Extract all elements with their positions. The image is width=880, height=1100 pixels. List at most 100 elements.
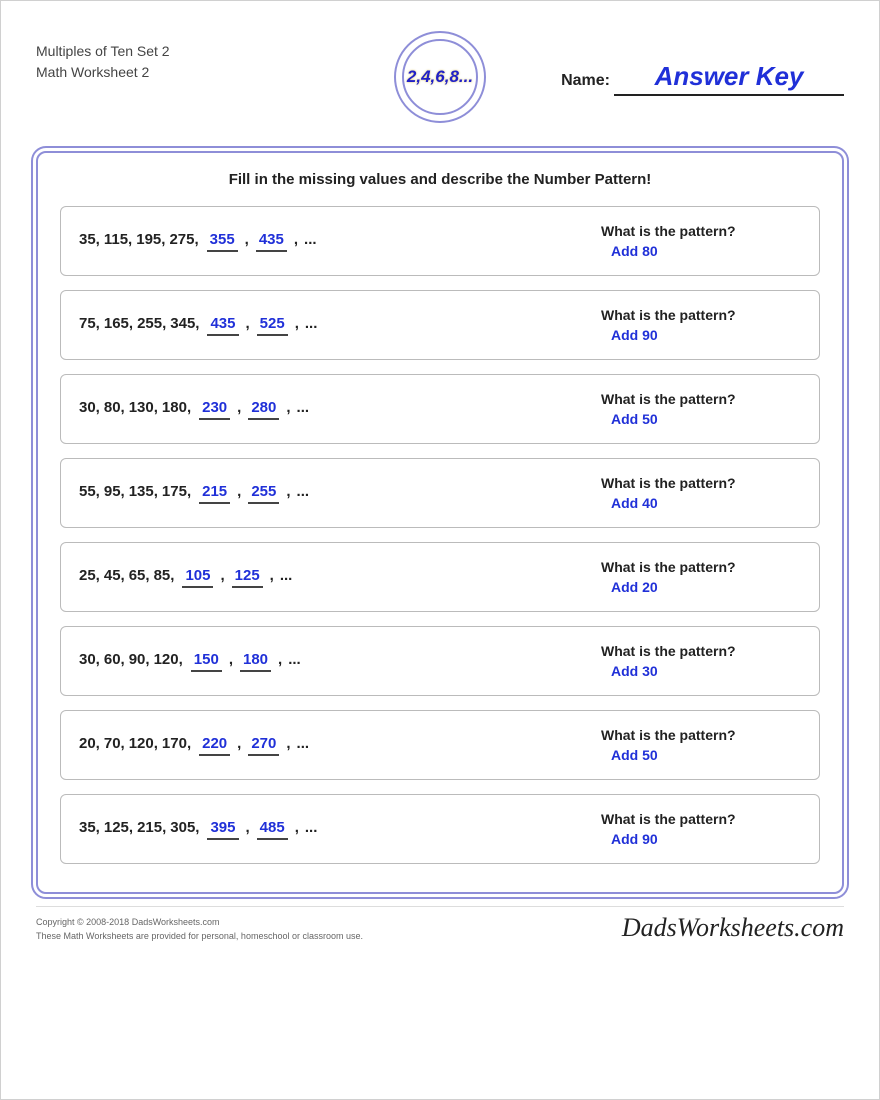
ellipsis: ... [305,315,318,332]
pattern-answer: Add 90 [601,831,801,847]
answer-value: 255 [248,483,279,504]
given-value: 35, [79,819,100,836]
given-value: 135, [129,483,158,500]
pattern-question: What is the pattern? [601,223,801,239]
sequence: 30, 60, 90, 120, 150 , 180 , ... [79,651,591,672]
answer-value: 125 [232,567,263,588]
problem-row: 35, 125, 215, 305, 395 , 485 , ...What i… [60,794,820,864]
given-value: 255, [137,315,166,332]
answer-value: 215 [199,483,230,504]
given-value: 80, [104,399,125,416]
sequence: 20, 70, 120, 170, 220 , 270 , ... [79,735,591,756]
separator: , [294,231,298,248]
given-value: 125, [104,819,133,836]
given-value: 165, [104,315,133,332]
separator: , [237,735,241,752]
answer-value: 485 [257,819,288,840]
copyright-line1: Copyright © 2008-2018 DadsWorksheets.com [36,916,363,930]
pattern-answer: Add 50 [601,747,801,763]
given-value: 345, [170,315,199,332]
given-value: 30, [79,399,100,416]
main-frame: Fill in the missing values and describe … [36,151,844,894]
given-value: 55, [79,483,100,500]
answer-value: 180 [240,651,271,672]
given-value: 215, [137,819,166,836]
worksheet-title-line1: Multiples of Ten Set 2 [36,41,306,62]
separator: , [220,567,224,584]
problem-row: 25, 45, 65, 85, 105 , 125 , ...What is t… [60,542,820,612]
pattern-question: What is the pattern? [601,391,801,407]
problem-row: 30, 80, 130, 180, 230 , 280 , ...What is… [60,374,820,444]
given-value: 60, [104,651,125,668]
pattern-answer: Add 40 [601,495,801,511]
given-value: 85, [154,567,175,584]
badge-text: 2,4,6,8... [402,39,478,115]
given-value: 195, [136,231,165,248]
answer-value: 150 [191,651,222,672]
worksheet-title-line2: Math Worksheet 2 [36,62,306,83]
separator: , [286,735,290,752]
pattern-column: What is the pattern?Add 30 [591,643,801,679]
given-value: 75, [79,315,100,332]
pattern-answer: Add 20 [601,579,801,595]
answer-value: 355 [207,231,238,252]
pattern-answer: Add 30 [601,663,801,679]
separator: , [237,483,241,500]
answer-value: 525 [257,315,288,336]
ellipsis: ... [297,735,310,752]
separator: , [237,399,241,416]
pattern-question: What is the pattern? [601,307,801,323]
pattern-question: What is the pattern? [601,811,801,827]
ellipsis: ... [297,483,310,500]
problem-row: 75, 165, 255, 345, 435 , 525 , ...What i… [60,290,820,360]
separator: , [295,819,299,836]
pattern-column: What is the pattern? Add 90 [591,307,801,343]
badge-outer-ring: 2,4,6,8... [394,31,486,123]
problem-row: 30, 60, 90, 120, 150 , 180 , ...What is … [60,626,820,696]
given-value: 130, [129,399,158,416]
pattern-column: What is the pattern? Add 90 [591,811,801,847]
given-value: 170, [162,735,191,752]
given-value: 25, [79,567,100,584]
given-value: 115, [104,231,132,248]
pattern-column: What is the pattern?Add 40 [591,475,801,511]
name-field: Name: Answer Key [561,61,844,96]
sequence: 25, 45, 65, 85, 105 , 125 , ... [79,567,591,588]
answer-value: 105 [182,567,213,588]
ellipsis: ... [297,399,310,416]
pattern-question: What is the pattern? [601,727,801,743]
given-value: 90, [129,651,150,668]
given-value: 120, [129,735,158,752]
given-value: 65, [129,567,150,584]
ellipsis: ... [304,231,317,248]
given-value: 275, [169,231,198,248]
header: Multiples of Ten Set 2 Math Worksheet 2 … [36,41,844,141]
copyright-line2: These Math Worksheets are provided for p… [36,930,363,944]
sequence: 35, 125, 215, 305, 395 , 485 , ... [79,819,591,840]
pattern-answer: Add 50 [601,411,801,427]
given-value: 70, [104,735,125,752]
badge: 2,4,6,8... [394,31,486,123]
separator: , [278,651,282,668]
pattern-column: What is the pattern?Add 20 [591,559,801,595]
answer-key-text: Answer Key [655,61,804,91]
separator: , [286,483,290,500]
answer-value: 220 [199,735,230,756]
pattern-column: What is the pattern? Add 80 [591,223,801,259]
given-value: 180, [162,399,191,416]
given-value: 305, [170,819,199,836]
answer-value: 395 [207,819,238,840]
sequence: 75, 165, 255, 345, 435 , 525 , ... [79,315,591,336]
given-value: 95, [104,483,125,500]
problems-list: 35, 115, 195, 275, 355 , 435 , ...What i… [60,206,820,864]
sequence: 35, 115, 195, 275, 355 , 435 , ... [79,231,591,252]
separator: , [270,567,274,584]
answer-value: 280 [248,399,279,420]
separator: , [295,315,299,332]
given-value: 45, [104,567,125,584]
pattern-answer: Add 80 [601,243,801,259]
brand-logo: DadsWorksheets.com [622,913,844,943]
pattern-answer: Add 90 [601,327,801,343]
problem-row: 55, 95, 135, 175, 215 , 255 , ...What is… [60,458,820,528]
given-value: 120, [154,651,183,668]
